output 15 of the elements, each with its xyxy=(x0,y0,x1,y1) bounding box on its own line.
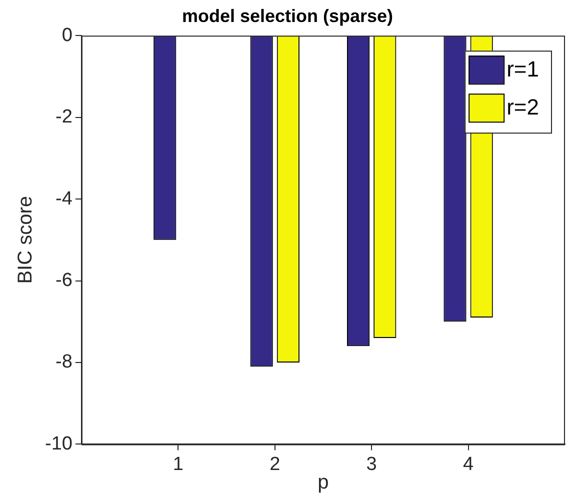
y-tick-label: -8 xyxy=(56,352,72,373)
y-tick-label: -2 xyxy=(56,106,72,128)
y-tick-label: 0 xyxy=(62,24,72,46)
x-tick-label: 4 xyxy=(463,454,474,475)
x-tick-label: 2 xyxy=(270,454,280,475)
y-tick-label: -6 xyxy=(56,270,72,291)
legend-label: r=2 xyxy=(506,94,540,120)
x-tick-label: 3 xyxy=(366,454,377,475)
x-axis-title: p xyxy=(318,472,329,494)
legend-label: r=1 xyxy=(506,56,540,82)
x-tick-label: 1 xyxy=(172,454,184,475)
y-tick-label: -4 xyxy=(56,188,73,210)
y-tick-label: -10 xyxy=(44,433,72,454)
y-axis-title: BIC score xyxy=(14,196,37,284)
chart-title: model selection (sparse) xyxy=(182,6,394,26)
